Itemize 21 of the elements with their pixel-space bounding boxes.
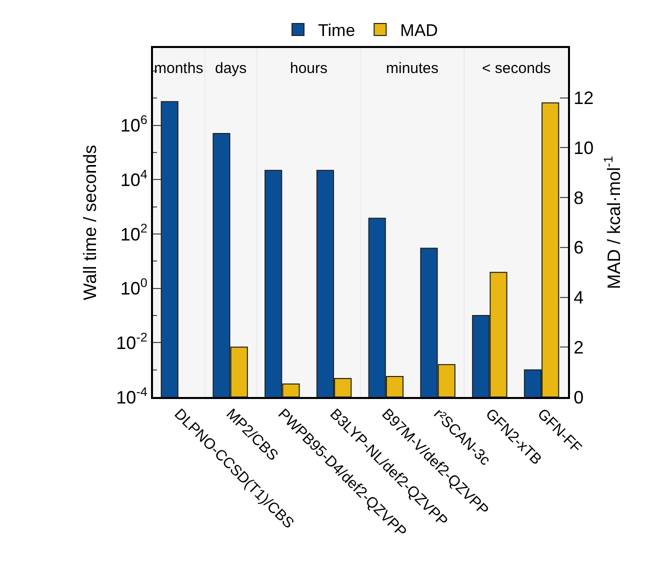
y-tick-label: 10$^{6}$ (120, 113, 148, 136)
band-label: < seconds (482, 60, 551, 77)
y-tick-label: 10$^{-4}$ (116, 384, 148, 408)
legend-label: Time (318, 21, 356, 40)
y-axis-title: Wall time / seconds (80, 144, 100, 300)
band-label: days (215, 60, 247, 77)
band-label: minutes (386, 60, 439, 77)
y2-tick-label: 6 (574, 238, 584, 258)
band-label: hours (290, 60, 328, 77)
y-tick-label: 10$^{4}$ (120, 167, 148, 190)
y2-tick-label: 10 (574, 138, 594, 158)
legend-label: MAD (400, 21, 438, 40)
y2-tick-label: 2 (574, 337, 584, 358)
y-tick-label: 10$^{0}$ (120, 276, 148, 299)
band-label: months (154, 60, 204, 77)
y2-tick-label: 12 (574, 88, 594, 108)
y-tick-label: 10$^{-2}$ (116, 330, 148, 353)
y2-tick-label: 8 (574, 188, 584, 208)
y-tick-label: 10$^{2}$ (120, 222, 148, 244)
y2-tick-label: 0 (574, 387, 584, 408)
y2-tick-label: 4 (574, 288, 584, 308)
